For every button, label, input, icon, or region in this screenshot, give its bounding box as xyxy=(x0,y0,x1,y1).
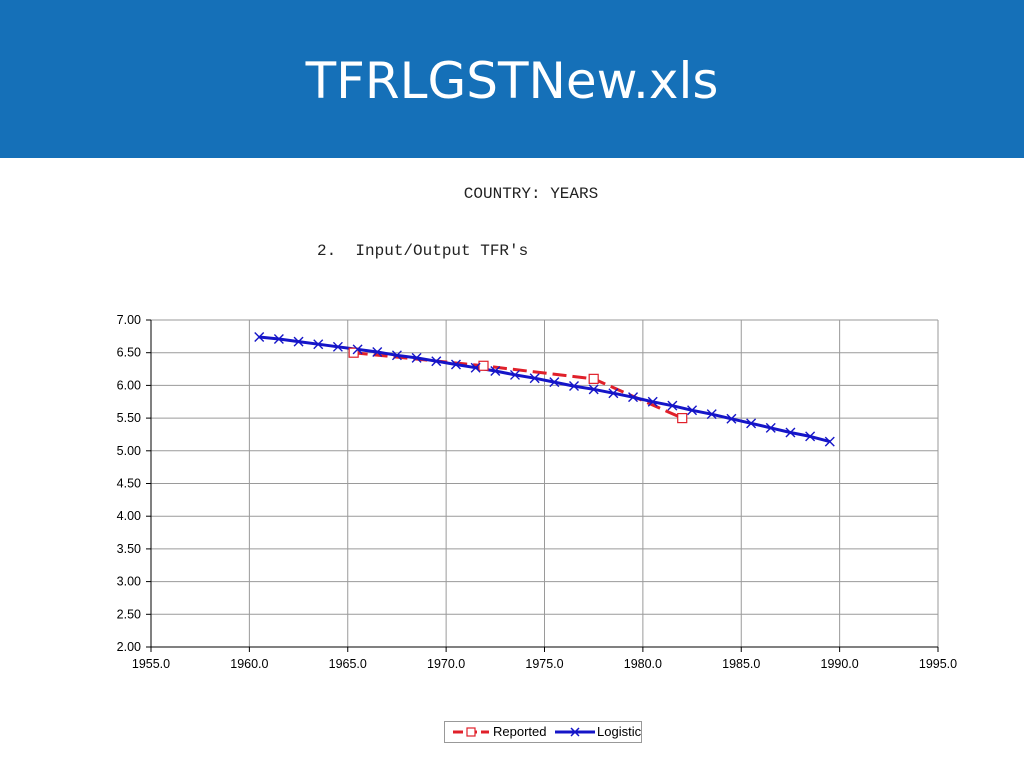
data-point-logistic xyxy=(726,413,737,424)
data-point-logistic xyxy=(569,381,580,392)
chart-subtitle: 2. Input/Output TFR's xyxy=(317,242,529,260)
y-tick-label: 5.00 xyxy=(117,444,141,458)
y-tick-label: 2.00 xyxy=(117,640,141,654)
data-point-logistic xyxy=(509,369,520,380)
data-point-logistic xyxy=(411,352,422,363)
data-point-logistic xyxy=(313,339,324,350)
data-point-logistic xyxy=(529,373,540,384)
data-point-logistic xyxy=(785,427,796,438)
x-tick-label: 1955.0 xyxy=(132,657,170,671)
x-tick-label: 1960.0 xyxy=(230,657,268,671)
series-layer xyxy=(254,332,835,447)
data-point-logistic xyxy=(765,422,776,433)
x-tick-label: 1985.0 xyxy=(722,657,760,671)
data-point-logistic xyxy=(332,341,343,352)
y-tick-label: 4.00 xyxy=(117,509,141,523)
data-point-logistic xyxy=(490,366,501,377)
x-tick-label: 1965.0 xyxy=(329,657,367,671)
data-point-logistic xyxy=(647,396,658,407)
chart-legend: Reported Logistic xyxy=(444,721,642,743)
y-tick-label: 7.00 xyxy=(117,313,141,327)
tick-labels: 2.00 2.50 3.00 3.50 4.00 4.50 5.00 5.50 6.00 6.50… xyxy=(117,313,958,671)
data-point-logistic xyxy=(824,436,835,447)
data-point-logistic xyxy=(450,359,461,370)
data-point-logistic xyxy=(588,384,599,395)
data-point-reported xyxy=(478,360,489,371)
data-point-logistic xyxy=(470,362,481,373)
y-tick-label: 4.50 xyxy=(117,477,141,491)
chart-axes xyxy=(146,319,939,652)
legend-swatch-reported xyxy=(453,727,489,737)
legend-swatch-logistic xyxy=(555,727,595,737)
data-point-reported xyxy=(588,373,599,384)
data-point-reported xyxy=(677,413,688,424)
data-point-logistic xyxy=(608,388,619,399)
data-point-logistic xyxy=(706,409,717,420)
y-tick-label: 5.50 xyxy=(117,411,141,425)
y-tick-label: 6.00 xyxy=(117,378,141,392)
legend-label-logistic: Logistic xyxy=(597,724,642,739)
x-tick-label: 1970.0 xyxy=(427,657,465,671)
slide-title: TFRLGSTNew.xls xyxy=(305,52,719,110)
y-tick-label: 6.50 xyxy=(117,346,141,360)
data-point-logistic xyxy=(293,336,304,347)
legend-label-reported: Reported xyxy=(493,724,547,739)
data-point-logistic xyxy=(667,400,678,411)
data-point-logistic xyxy=(273,333,284,344)
data-point-logistic xyxy=(254,332,265,342)
data-point-logistic xyxy=(549,377,560,388)
data-point-logistic xyxy=(372,347,383,358)
data-point-logistic xyxy=(391,350,402,361)
data-point-logistic xyxy=(628,392,639,403)
x-tick-label: 1975.0 xyxy=(525,657,563,671)
data-point-logistic xyxy=(687,405,698,416)
data-point-logistic xyxy=(805,431,816,442)
data-point-logistic xyxy=(746,418,757,429)
data-point-logistic xyxy=(352,344,363,355)
y-tick-label: 3.00 xyxy=(117,575,141,589)
y-tick-label: 2.50 xyxy=(117,607,141,621)
chart-grid xyxy=(150,319,939,648)
chart-title: COUNTRY: YEARS xyxy=(463,185,599,203)
data-point-logistic xyxy=(431,356,442,367)
x-tick-label: 1990.0 xyxy=(821,657,859,671)
title-banner xyxy=(0,0,1024,158)
y-tick-label: 3.50 xyxy=(117,542,141,556)
x-tick-label: 1980.0 xyxy=(624,657,662,671)
x-tick-label: 1995.0 xyxy=(919,657,957,671)
